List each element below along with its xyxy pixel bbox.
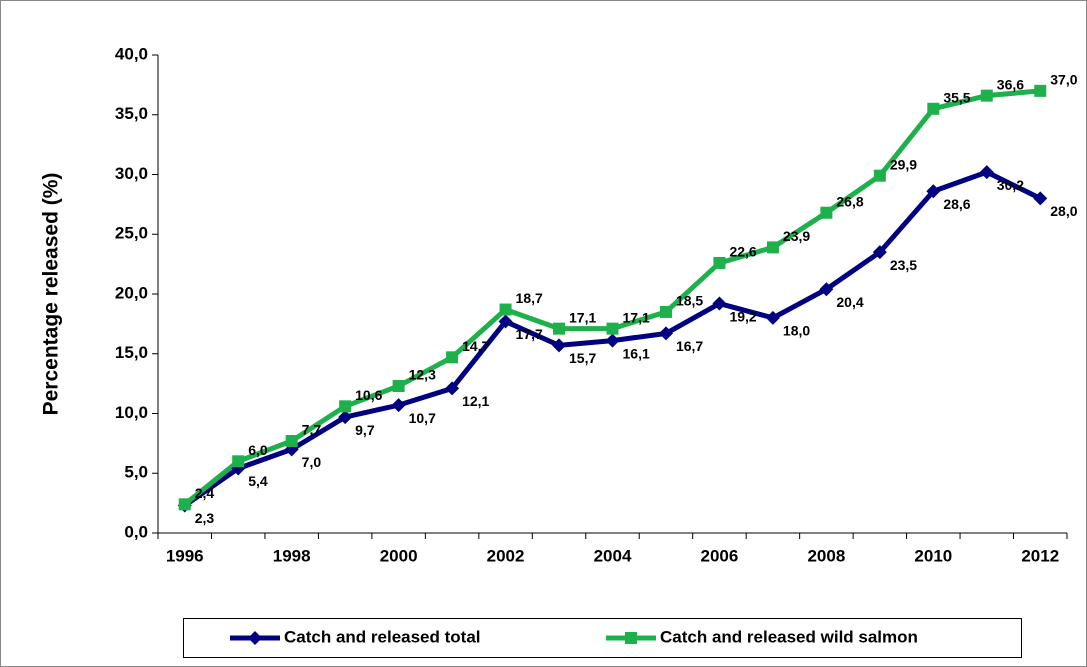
data-label: 17,1	[569, 309, 596, 325]
data-label: 6,0	[248, 442, 268, 458]
data-label: 29,9	[890, 156, 917, 172]
x-tick-label: 1998	[273, 546, 311, 565]
data-label: 17,1	[623, 309, 650, 325]
data-point	[765, 310, 780, 325]
data-point	[1034, 84, 1047, 97]
data-point	[820, 206, 833, 219]
data-label: 28,6	[943, 196, 970, 212]
data-point	[392, 380, 405, 393]
x-tick-label: 1996	[166, 546, 204, 565]
data-point	[819, 282, 834, 297]
x-tick-label: 2002	[487, 546, 525, 565]
data-label: 23,5	[890, 257, 917, 273]
data-label: 28,0	[1050, 203, 1077, 219]
data-label: 2,4	[195, 485, 215, 501]
data-label: 5,4	[248, 473, 268, 489]
data-label: 10,6	[355, 387, 382, 403]
data-label: 22,6	[729, 244, 756, 260]
data-label: 16,1	[623, 345, 650, 361]
data-point	[552, 338, 567, 353]
data-label: 15,7	[569, 350, 596, 366]
data-label: 17,7	[516, 326, 543, 342]
data-label: 7,7	[302, 422, 322, 438]
y-tick-label: 30,0	[115, 164, 148, 183]
data-label: 26,8	[836, 193, 863, 209]
data-label: 30,2	[997, 177, 1024, 193]
data-point	[1033, 191, 1048, 206]
legend-marker	[625, 632, 637, 644]
x-tick-label: 2004	[594, 546, 632, 565]
y-tick-label: 0,0	[124, 522, 148, 541]
x-tick-label: 2000	[380, 546, 418, 565]
x-tick-label: 2010	[914, 546, 952, 565]
data-label: 19,2	[729, 308, 756, 324]
data-point	[498, 314, 513, 329]
y-tick-label: 25,0	[115, 224, 148, 243]
data-point	[980, 89, 993, 102]
data-point	[873, 169, 886, 182]
data-point	[445, 381, 460, 396]
y-tick-label: 40,0	[115, 44, 148, 63]
data-label: 18,5	[676, 293, 703, 309]
data-point	[553, 322, 566, 335]
data-label: 20,4	[836, 294, 863, 310]
data-label: 16,7	[676, 338, 703, 354]
data-point	[605, 333, 620, 348]
data-label: 35,5	[943, 89, 970, 105]
y-tick-label: 5,0	[124, 463, 148, 482]
y-tick-label: 10,0	[115, 403, 148, 422]
data-point	[285, 434, 298, 447]
data-label: 7,0	[302, 454, 322, 470]
data-point	[713, 256, 726, 269]
y-axis-title: Percentage released (%)	[40, 173, 63, 416]
y-tick-label: 15,0	[115, 343, 148, 362]
data-point	[339, 400, 352, 413]
y-tick-label: 35,0	[115, 104, 148, 123]
data-point	[712, 296, 727, 311]
data-point	[232, 455, 245, 468]
data-point	[658, 326, 673, 341]
data-point	[926, 184, 941, 199]
x-tick-label: 2008	[807, 546, 845, 565]
data-point	[927, 102, 940, 115]
data-label: 9,7	[355, 422, 375, 438]
data-label: 18,0	[783, 323, 810, 339]
data-point	[446, 351, 459, 364]
legend-marker	[248, 631, 262, 645]
legend-label: Catch and released wild salmon	[660, 627, 918, 646]
data-point	[659, 305, 672, 318]
data-point	[872, 245, 887, 260]
data-label: 10,7	[409, 410, 436, 426]
data-point	[979, 165, 994, 180]
data-label: 14,7	[462, 338, 489, 354]
data-label: 12,1	[462, 393, 489, 409]
data-point	[499, 303, 512, 316]
data-label: 18,7	[516, 290, 543, 306]
data-label: 36,6	[997, 76, 1024, 92]
data-point	[391, 398, 406, 413]
data-point	[766, 241, 779, 254]
data-label: 12,3	[409, 367, 436, 383]
data-label: 23,9	[783, 228, 810, 244]
data-label: 2,3	[195, 510, 215, 526]
data-label: 37,0	[1050, 72, 1077, 88]
data-point	[338, 410, 353, 425]
x-tick-label: 2006	[701, 546, 739, 565]
data-point	[178, 498, 191, 511]
legend-label: Catch and released total	[284, 627, 481, 646]
y-tick-label: 20,0	[115, 283, 148, 302]
data-point	[606, 322, 619, 335]
legend	[183, 618, 1022, 658]
x-tick-label: 2012	[1021, 546, 1059, 565]
